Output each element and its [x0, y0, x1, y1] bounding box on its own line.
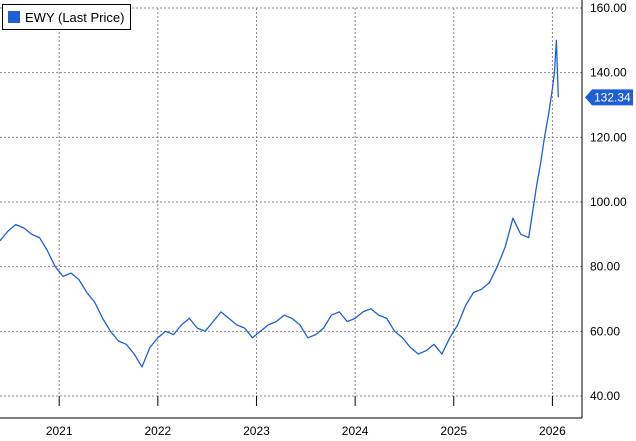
x-tick-label: 2021 [46, 424, 73, 438]
x-tick-label: 2025 [440, 424, 467, 438]
y-tick-label: 40.00 [590, 389, 620, 403]
legend-swatch [8, 11, 20, 23]
series-layer [0, 39, 559, 368]
x-axis-tick-labels: 2021 2022 2023 2024 2025 2026 [46, 424, 566, 438]
x-tick-label: 2023 [243, 424, 270, 438]
y-tick-label: 120.00 [590, 130, 627, 144]
y-tick-label: 80.00 [590, 260, 620, 274]
y-tick-label: 100.00 [590, 195, 627, 209]
last-price-label: 132.34 [594, 90, 631, 104]
last-price-badge [585, 89, 633, 106]
grid-lines [0, 7, 582, 397]
series-line [0, 39, 559, 368]
y-tick-label: 160.00 [590, 1, 627, 15]
legend-label: EWY (Last Price) [25, 9, 125, 25]
x-tick-label: 2026 [539, 424, 566, 438]
chart-legend[interactable]: EWY (Last Price) [2, 4, 132, 30]
y-axis-tick-labels: 40.00 60.00 80.00 100.00 120.00 140.00 160.00 [590, 1, 627, 403]
last-price-marker: 132.34 [585, 89, 633, 106]
y-tick-label: 60.00 [590, 324, 620, 338]
x-tick-label: 2024 [342, 424, 369, 438]
y-tick-label: 140.00 [590, 66, 627, 80]
axis-lines [0, 0, 583, 419]
x-tick-label: 2022 [144, 424, 171, 438]
